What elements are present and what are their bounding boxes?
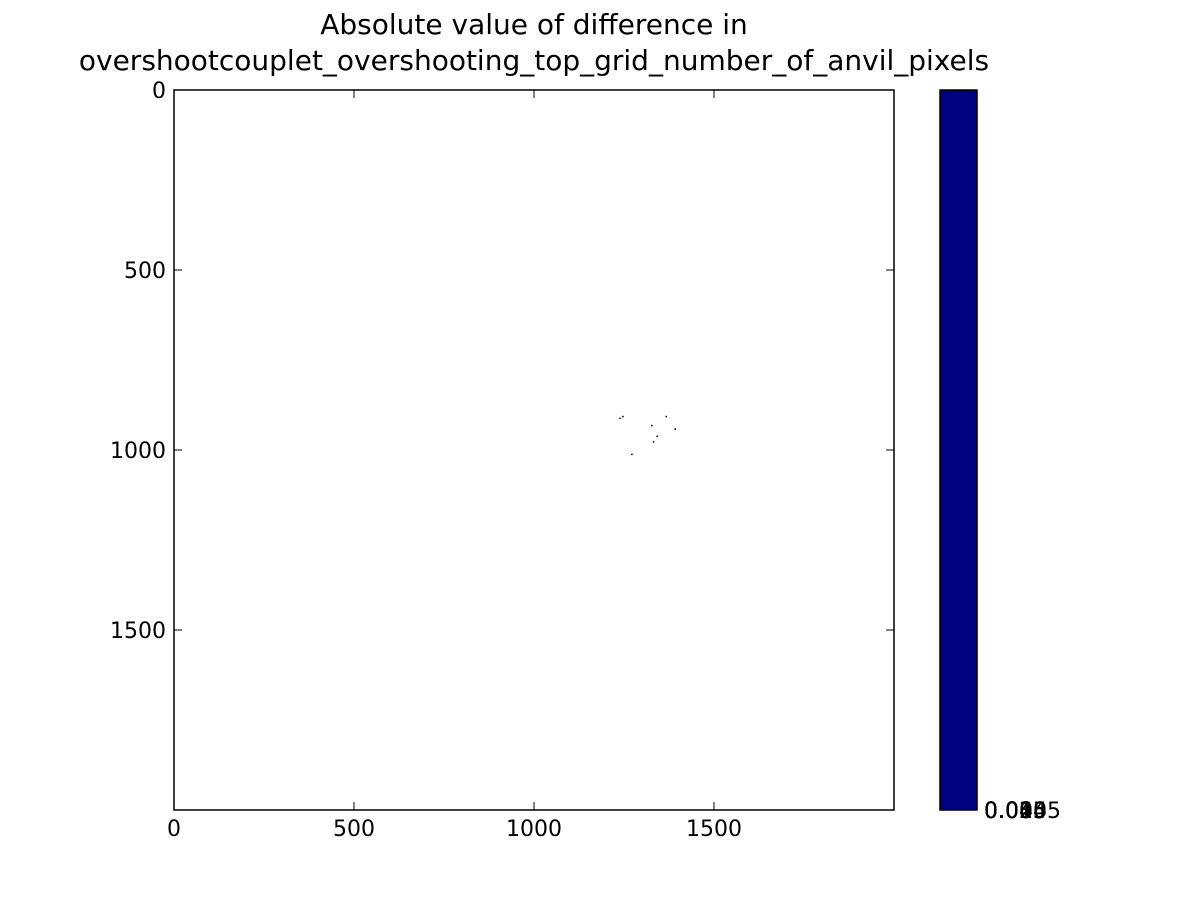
y-tick-label-3: 1500	[110, 619, 166, 644]
colorbar-tick-labels: 0.0000.0050.0100.0150.0250.0350.0450.004…	[940, 799, 1061, 824]
difference-pixels	[619, 415, 676, 456]
x-tick-label-0: 0	[167, 817, 181, 842]
colorbar-tick-label-2: 0.010	[984, 799, 1047, 824]
y-tick-label-1: 500	[124, 259, 166, 284]
colorbar-tick-label-3: 0.015	[984, 799, 1047, 824]
chart-title-line-2: overshootcouplet_overshooting_top_grid_n…	[78, 44, 990, 77]
y-tick-label-2: 1000	[110, 439, 166, 464]
colorbar-tick-label-6: 0.045	[984, 799, 1047, 824]
diff-pixel-6	[674, 428, 676, 430]
colorbar-tick-label-5: 0.035	[984, 799, 1047, 824]
diff-pixel-3	[656, 435, 658, 438]
y-axis: 0 500 1000 1500	[110, 79, 894, 644]
colorbar-tick-label-7: 0.0045	[984, 799, 1061, 824]
diff-pixel-4	[652, 441, 655, 443]
plot-area	[174, 90, 894, 810]
diff-pixel-2	[651, 424, 653, 427]
x-tick-label-3: 1500	[686, 817, 742, 842]
diff-pixel-0	[619, 417, 621, 420]
colorbar-tick-label-0: 0.000	[984, 799, 1047, 824]
x-tick-label-1: 500	[333, 817, 375, 842]
diff-pixel-1	[622, 415, 624, 418]
colorbar	[939, 89, 978, 811]
x-axis: 0 500 1000 1500	[167, 90, 742, 842]
diff-pixel-7	[631, 453, 633, 456]
diff-pixel-5	[665, 415, 667, 418]
colorbar-tick-label-1: 0.005	[984, 799, 1047, 824]
colorbar-tick-label-4: 0.025	[984, 799, 1047, 824]
y-tick-label-0: 0	[152, 79, 166, 104]
chart-title-line-1: Absolute value of difference in	[320, 8, 748, 41]
x-tick-label-2: 1000	[506, 817, 562, 842]
